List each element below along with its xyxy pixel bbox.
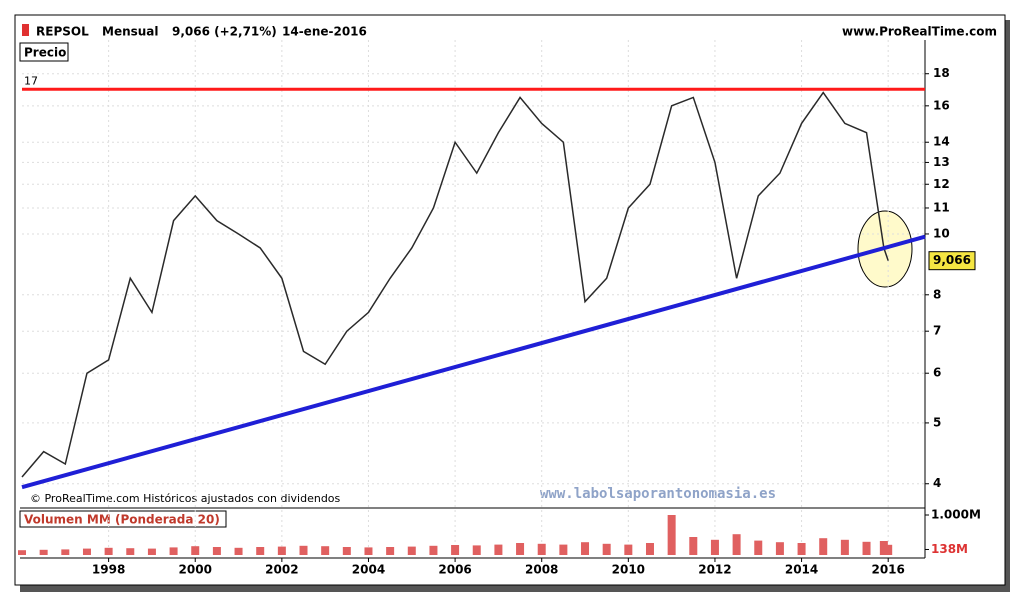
- volume-bar: [689, 537, 698, 555]
- footnote: © ProRealTime.com Históricos ajustados c…: [30, 492, 341, 505]
- volume-bar: [191, 546, 200, 555]
- x-tick-label: 2004: [352, 563, 385, 577]
- volume-bar: [386, 547, 395, 555]
- volume-bar: [879, 541, 888, 555]
- volume-bar: [256, 547, 265, 555]
- x-tick-label: 2016: [871, 563, 904, 577]
- volume-bar: [342, 547, 351, 555]
- y-tick-label: 14: [933, 135, 950, 149]
- date: 14-ene-2016: [282, 25, 367, 39]
- y-tick-label: 8: [933, 287, 941, 301]
- volume-bar: [645, 543, 654, 555]
- volume-bar: [840, 539, 849, 555]
- y-tick-label: 16: [933, 98, 950, 112]
- volume-label-box: [19, 510, 227, 528]
- volume-bar: [364, 547, 373, 555]
- volume-bar: [775, 542, 784, 555]
- volume-bar: [516, 543, 525, 555]
- x-tick-label: 2002: [265, 563, 298, 577]
- volume-bar: [732, 534, 741, 555]
- volume-bar: [602, 543, 611, 555]
- volume-bar: [884, 544, 893, 555]
- y-tick-label: 11: [933, 200, 950, 214]
- period: Mensual: [102, 25, 159, 39]
- x-tick-label: 2000: [179, 563, 212, 577]
- volume-bar: [581, 542, 590, 555]
- volume-bar: [18, 550, 26, 555]
- volume-tick-label: 1.000M: [931, 508, 981, 522]
- watermark: www.labolsaporantonomasia.es: [540, 486, 776, 502]
- volume-tick-label: 138M: [931, 542, 968, 556]
- volume-bar: [494, 544, 503, 555]
- volume-bar: [862, 541, 871, 555]
- volume-bar: [234, 547, 243, 555]
- volume-bar: [537, 543, 546, 555]
- x-tick-label: 2008: [525, 563, 558, 577]
- volume-bar: [407, 546, 416, 555]
- y-tick-label: 6: [933, 366, 941, 380]
- last-price-box: [928, 251, 976, 271]
- source: www.ProRealTime.com: [842, 25, 997, 39]
- y-tick-label: 4: [933, 476, 941, 490]
- volume-bar: [667, 515, 676, 555]
- last-price-label: 9,066: [933, 253, 971, 267]
- volume-bar: [147, 548, 156, 555]
- volume-bar: [169, 547, 178, 555]
- last-text: 9,066 (+2,71%): [172, 25, 277, 39]
- x-tick-label: 2010: [612, 563, 645, 577]
- y-tick-label: 5: [933, 415, 941, 429]
- volume-bar: [754, 540, 763, 555]
- y-tick-label: 7: [933, 324, 941, 338]
- panel-label: Precio: [24, 46, 66, 60]
- volume-bar: [277, 546, 286, 555]
- volume-bar: [451, 545, 460, 555]
- volume-bar: [797, 543, 806, 555]
- support-line: [21, 234, 926, 490]
- y-tick-label: 13: [933, 155, 950, 169]
- x-tick-label: 2014: [785, 563, 818, 577]
- volume-bar: [472, 545, 481, 555]
- volume-bar: [819, 538, 828, 555]
- panel-label-box: [19, 42, 69, 62]
- volume-bar: [126, 548, 135, 555]
- y-tick-label: 10: [933, 226, 950, 240]
- price-line: [21, 91, 889, 478]
- volume-bar: [82, 548, 91, 555]
- y-tick-label: 12: [933, 177, 950, 191]
- volume-bar: [39, 549, 48, 555]
- resistance-label: 17: [24, 74, 38, 87]
- volume-bar: [710, 539, 719, 555]
- volume-bar: [212, 547, 221, 555]
- chart-title: REPSOL: [36, 25, 89, 39]
- volume-bar: [429, 545, 438, 555]
- volume-bar: [61, 549, 70, 555]
- volume-bar: [104, 547, 113, 555]
- x-tick-label: 2006: [438, 563, 471, 577]
- x-tick-label: 1998: [92, 563, 125, 577]
- x-tick-label: 2012: [698, 563, 731, 577]
- volume-title: Volumen MM (Ponderada 20): [24, 513, 220, 527]
- volume-bar: [321, 546, 330, 555]
- volume-bar: [559, 544, 568, 555]
- volume-bar: [624, 544, 633, 555]
- frame: [14, 14, 1006, 586]
- y-tick-label: 18: [933, 66, 950, 80]
- volume-bar: [299, 545, 308, 555]
- logo: [22, 24, 29, 36]
